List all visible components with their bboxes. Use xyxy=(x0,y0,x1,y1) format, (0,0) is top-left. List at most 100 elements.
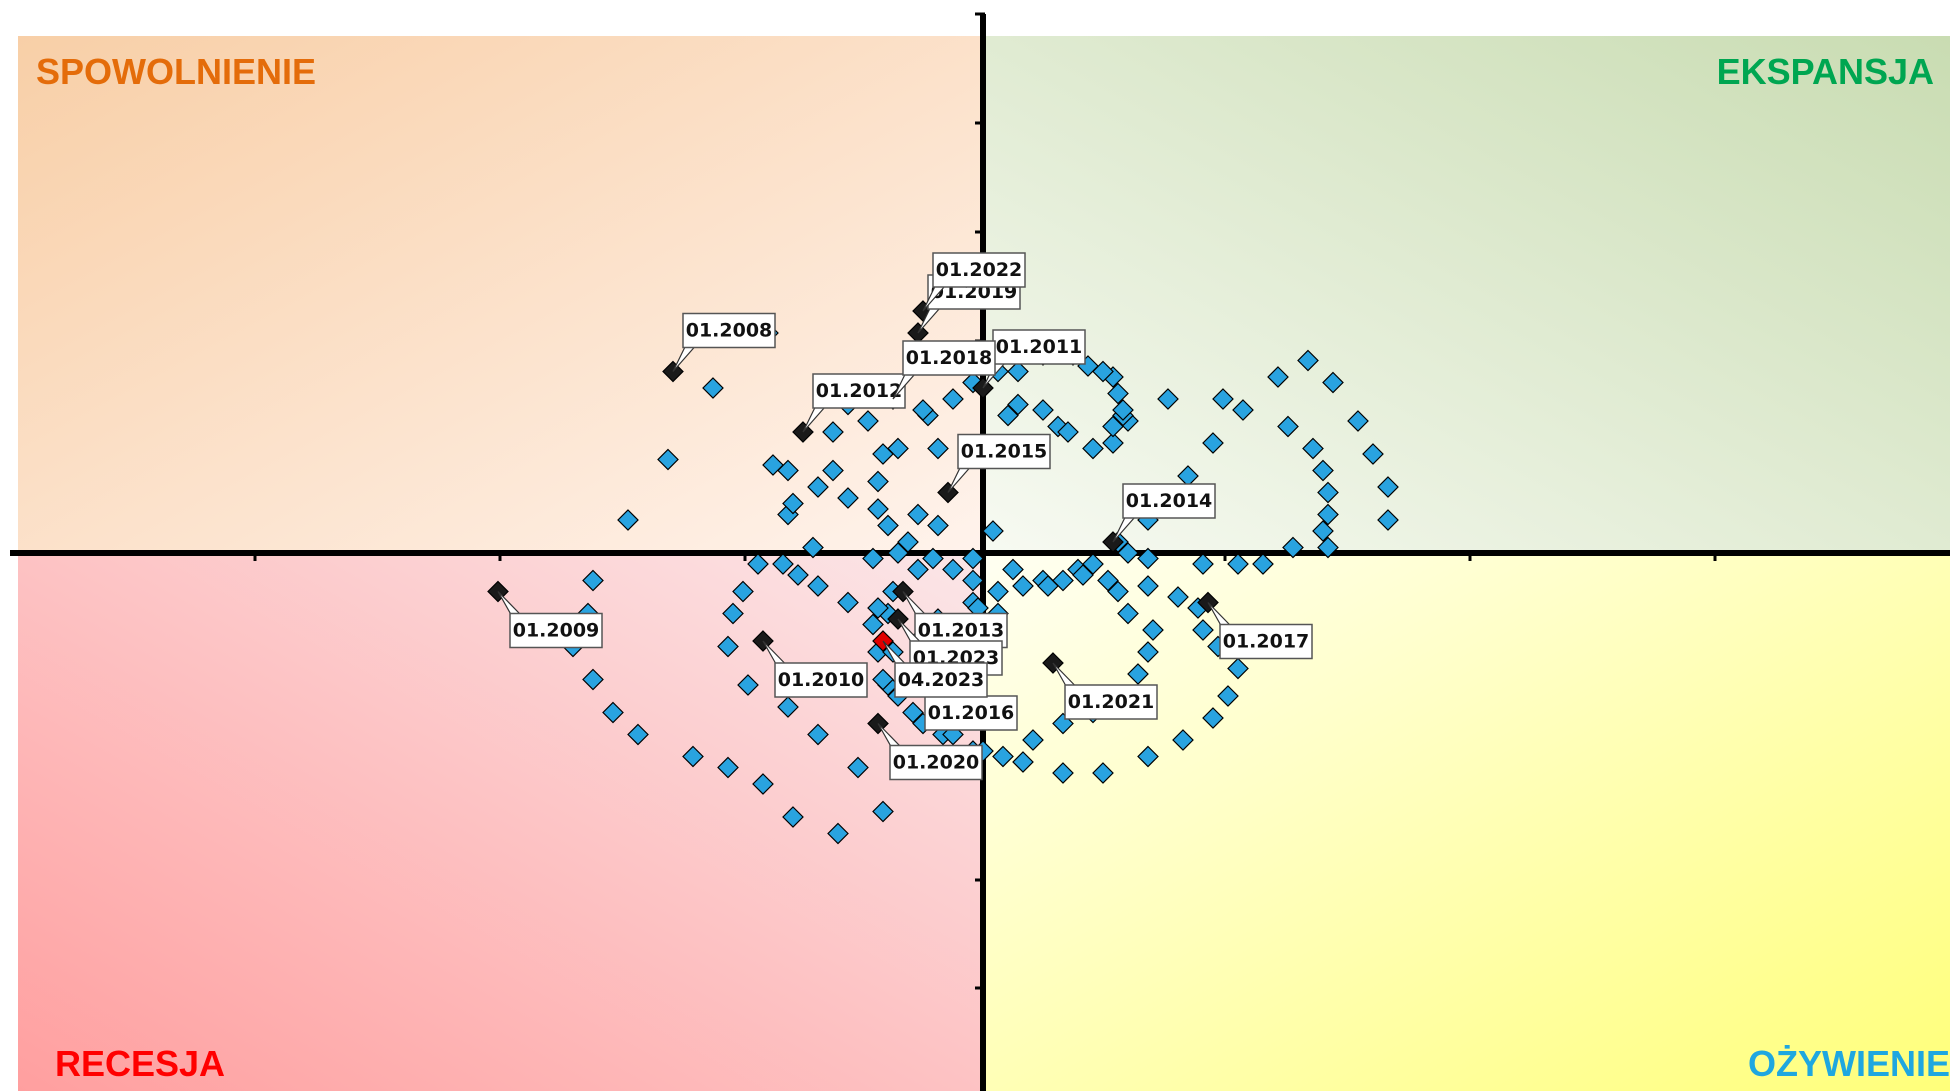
callout-box xyxy=(932,252,1026,288)
data-point xyxy=(1212,388,1234,410)
data-point xyxy=(1252,553,1274,575)
data-point xyxy=(922,547,944,570)
callout-box xyxy=(957,433,1051,470)
data-point xyxy=(1202,432,1224,454)
callout-box xyxy=(1219,623,1313,660)
data-point xyxy=(962,547,984,570)
data-point xyxy=(1312,459,1334,482)
data-point xyxy=(822,421,844,443)
data-point xyxy=(1032,399,1054,421)
data-point xyxy=(807,476,829,498)
data-point xyxy=(962,569,984,592)
data-point xyxy=(1297,349,1319,372)
data-point xyxy=(942,388,964,410)
quadrant-top-left-bg xyxy=(18,36,983,553)
quadrant-top-right-bg xyxy=(983,36,1950,553)
data-point xyxy=(1227,657,1249,680)
date-callout: 01.2009 xyxy=(497,591,603,649)
data-point xyxy=(1362,443,1384,465)
callout-label: 01.2012 xyxy=(816,380,903,402)
data-point xyxy=(1317,481,1339,504)
quadrant-backgrounds xyxy=(18,36,1950,1091)
date-callout: 01.2021 xyxy=(1052,662,1158,720)
data-point xyxy=(717,635,739,658)
data-point xyxy=(737,674,759,696)
data-point xyxy=(1267,366,1289,388)
callout-label: 01.2011 xyxy=(996,336,1083,358)
callout-label: 01.2014 xyxy=(1126,490,1213,512)
callout-label: 01.2022 xyxy=(936,259,1023,281)
data-point xyxy=(1137,575,1159,597)
callout-box xyxy=(774,662,868,698)
data-point xyxy=(1097,569,1119,592)
date-callout: 01.2020 xyxy=(877,723,983,781)
data-point xyxy=(777,696,799,718)
data-point xyxy=(1007,360,1029,383)
data-point xyxy=(872,668,894,691)
data-point xyxy=(1317,536,1339,559)
data-point xyxy=(1157,388,1179,410)
data-point xyxy=(1137,547,1159,570)
data-point xyxy=(807,723,829,746)
data-point xyxy=(762,454,784,476)
date-callout: 01.2008 xyxy=(672,312,776,372)
data-point xyxy=(682,745,704,768)
data-point xyxy=(582,668,604,691)
data-point xyxy=(717,756,739,779)
data-point xyxy=(997,404,1019,427)
data-point xyxy=(722,602,744,625)
callout-box xyxy=(1064,684,1158,720)
data-point xyxy=(862,547,884,570)
data-point xyxy=(1277,415,1299,438)
data-point xyxy=(1092,762,1114,784)
quadrant-bottom-left-bg xyxy=(18,553,983,1091)
data-point xyxy=(822,459,844,482)
data-point xyxy=(1137,745,1159,768)
callout-box xyxy=(894,662,988,698)
data-point xyxy=(1347,410,1369,432)
data-point xyxy=(782,806,804,828)
data-point xyxy=(907,503,929,526)
callout-label: 01.2020 xyxy=(893,752,980,774)
data-point xyxy=(912,399,934,421)
date-callout: 01.2017 xyxy=(1207,602,1313,660)
data-point xyxy=(1192,553,1214,575)
data-point xyxy=(1102,432,1124,454)
data-point xyxy=(1322,371,1344,394)
data-point xyxy=(897,531,919,553)
date-callout: 01.2015 xyxy=(947,433,1051,493)
data-point xyxy=(847,756,869,779)
data-point xyxy=(1082,437,1104,460)
data-point xyxy=(1057,421,1079,443)
date-callout: 01.2022 xyxy=(922,252,1026,312)
callout-label: 04.2023 xyxy=(898,669,985,691)
data-point xyxy=(802,536,824,559)
data-point xyxy=(772,553,794,575)
data-point xyxy=(927,514,949,537)
data-point xyxy=(1377,476,1399,498)
latest-callout: 04.2023 xyxy=(882,640,988,698)
data-point xyxy=(887,542,909,564)
callout-label: 01.2017 xyxy=(1223,631,1310,653)
data-point xyxy=(1192,619,1214,641)
data-point xyxy=(1112,399,1134,421)
callout-label: 01.2018 xyxy=(906,347,993,369)
data-point xyxy=(1142,619,1164,641)
data-point xyxy=(807,575,829,597)
data-point xyxy=(1167,586,1189,608)
data-point xyxy=(1377,509,1399,531)
data-point xyxy=(702,377,724,399)
callout-box xyxy=(682,312,776,349)
data-point xyxy=(867,498,889,520)
data-point xyxy=(907,558,929,581)
data-point xyxy=(857,410,879,432)
data-point xyxy=(627,723,649,746)
data-point xyxy=(862,613,884,636)
data-point xyxy=(1282,536,1304,559)
data-point xyxy=(867,597,889,619)
data-point xyxy=(1172,729,1194,751)
data-point xyxy=(1127,663,1149,685)
callout-label: 01.2009 xyxy=(513,620,600,642)
quadrant-label-top-right: EKSPANSJA xyxy=(1717,51,1934,92)
